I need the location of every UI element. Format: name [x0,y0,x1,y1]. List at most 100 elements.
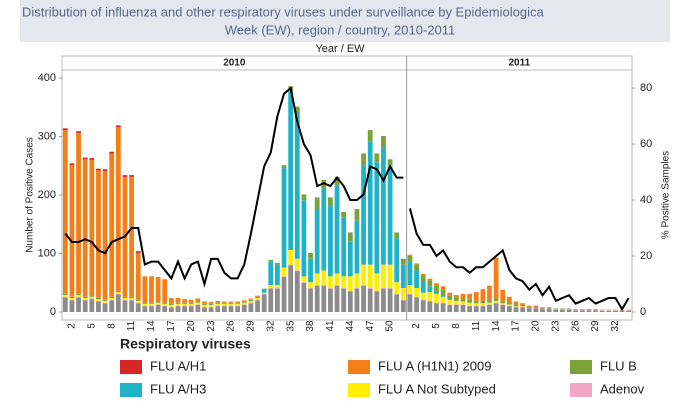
legend-label: FLU A Not Subtyped [378,381,496,396]
bar-segment [354,209,360,221]
bar-segment [367,264,373,289]
bar-segment [268,288,274,312]
bar-segment [308,282,313,289]
bar-segment [261,292,267,294]
bar-segment [381,147,386,265]
bar-segment [96,300,101,302]
bar-segment [168,304,174,307]
bar-segment [414,296,419,298]
bar-segment [294,112,300,259]
x-tick-label: 38 [305,320,316,332]
bar-segment [560,308,565,310]
bar-segment [69,165,75,297]
x-tick-label: 20 [531,320,542,332]
bar-segment [328,288,333,289]
legend-swatch [120,383,142,397]
percent-line [64,86,404,288]
bar-segment [487,300,492,303]
bar-segment [553,308,559,310]
bar-segment [102,302,108,304]
bar-segment [626,309,632,311]
bar-segment [248,300,254,303]
bar-segment [387,165,393,265]
bar-segment [447,304,453,312]
bar-segment [347,232,353,242]
bar-segment [195,304,201,312]
bar-segment [407,261,413,286]
legend-swatch [348,383,370,397]
bar-segment [447,295,453,299]
bar-segment [453,295,459,298]
bar-segment [473,305,479,307]
bar-segment [228,301,234,303]
bar-segment [261,289,267,293]
bar-segment [69,296,75,298]
bar-segment [573,310,579,312]
bar-segment [453,304,459,305]
bar-segment [321,285,327,312]
bar-segment [599,310,605,311]
group-label: 2011 [508,58,530,69]
bar-segment [473,292,479,301]
x-tick-label: 26 [226,320,237,332]
bar-segment [82,159,88,297]
bar-segment [434,303,439,312]
bar-segment [500,303,506,305]
bar-segment [275,285,280,289]
x-tick-label: 41 [325,320,336,332]
bar-segment [122,297,128,300]
bar-segment [168,307,174,312]
bar-segment [387,159,393,166]
bar-segment [394,232,400,239]
bar-segment [447,298,453,300]
bar-segment [122,296,128,298]
bar-segment [420,299,426,301]
bar-segment [434,283,439,286]
bar-segment [115,293,121,295]
bar-segment [96,299,101,301]
bar-segment [69,163,75,166]
bar-segment [275,288,280,289]
bar-segment [420,273,426,276]
bar-segment [500,301,506,304]
x-tick-label: 32 [610,320,621,332]
bar-segment [281,276,287,277]
bar-segment [361,165,366,265]
legend-swatch [570,360,592,374]
x-tick-label: 47 [365,320,376,332]
bar-segment [69,299,75,301]
bar-segment [506,306,512,312]
bar-segment [89,295,95,297]
bar-segment [533,306,539,308]
legend-label: Adenov [600,381,645,396]
bar-segment [440,302,446,304]
bar-segment [586,310,592,312]
group-label: 2010 [223,58,246,69]
bar-segment [155,304,161,312]
bar-segment [400,264,406,289]
bar-segment [513,306,519,308]
bar-segment [109,296,115,298]
bar-segment [513,301,519,305]
x-tick-label: 8 [106,323,117,329]
bar-segment [387,264,393,289]
bar-segment [381,264,386,289]
bar-segment [414,270,419,289]
bar-segment [447,299,453,305]
bar-segment [109,151,115,154]
bar-segment [434,293,439,303]
bar-segment [82,297,88,300]
bar-segment [155,302,161,305]
bar-segment [122,299,128,301]
bar-segment [347,290,353,292]
bar-segment [175,306,181,312]
bar-segment [374,153,380,163]
chart-title: Week (EW), region / country, 2010-2011 [225,22,456,37]
bar-segment [586,309,592,311]
bar-segment [149,303,154,306]
legend-label: FLU A/H3 [150,381,206,396]
bar-segment [440,296,446,303]
x-tick-label: 23 [206,320,217,332]
bar-segment [215,302,221,304]
bar-segment [453,300,459,305]
